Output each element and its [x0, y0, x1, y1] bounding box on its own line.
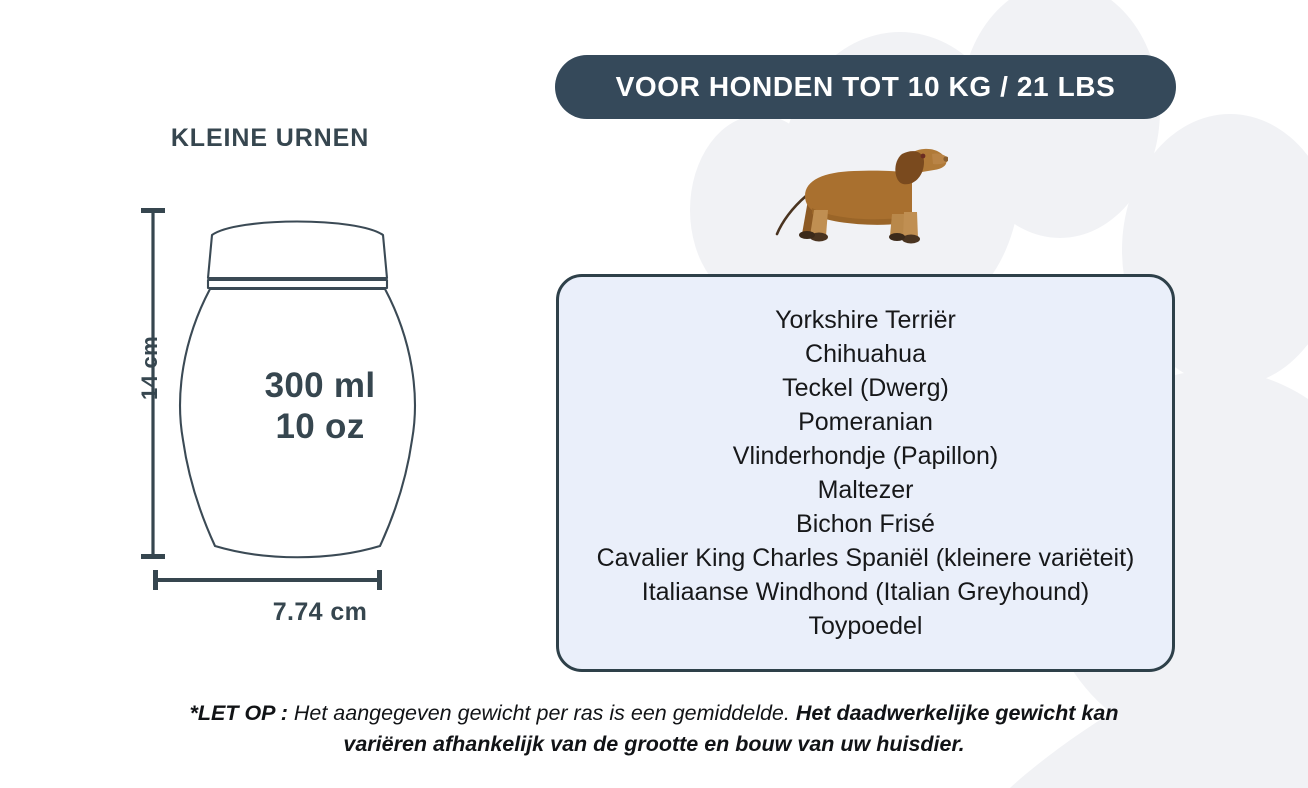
urn-volume-label: 300 ml 10 oz — [175, 366, 465, 448]
urn-volume-ml: 300 ml — [264, 366, 376, 405]
footnote: *LET OP : Het aangegeven gewicht per ras… — [154, 698, 1154, 759]
breed-list-item: Vlinderhondje (Papillon) — [732, 442, 999, 470]
dog-ear — [895, 151, 924, 185]
dachshund-icon — [775, 148, 948, 244]
breed-list-item: Maltezer — [817, 476, 914, 504]
breed-list-box: Yorkshire Terriër Chihuahua Teckel (Dwerg)… — [556, 274, 1175, 672]
dog-eye — [920, 153, 926, 159]
breed-list-item: Toypoedel — [808, 612, 923, 640]
urn-height-label: 14 cm — [137, 336, 162, 400]
urn-body — [179, 287, 416, 559]
dog-front-leg-near — [903, 212, 918, 238]
breed-list-item: Italiaanse Windhond (Italian Greyhound) — [641, 578, 1090, 606]
urn-lid — [206, 220, 389, 280]
dog-paw-front-far — [889, 233, 905, 241]
footnote-middle: Het aangegeven gewicht per ras is een ge… — [287, 701, 796, 725]
urn-volume-oz: 10 oz — [275, 406, 365, 446]
dog-paw-front-near — [902, 234, 920, 244]
breed-list: Yorkshire Terriër Chihuahua Teckel (Dwerg)… — [559, 303, 1172, 643]
urn-lid-rim — [206, 278, 389, 290]
weight-range-banner: VOOR HONDEN TOT 10 KG / 21 LBS — [555, 55, 1176, 119]
breed-list-item: Cavalier King Charles Spaniël (kleinere … — [596, 544, 1135, 572]
urn-width-label: 7.74 cm — [272, 598, 368, 626]
urn-panel: KLEINE URNEN 14 cm 300 ml 10 oz 7.74 cm — [0, 0, 540, 700]
footnote-lead: *LET OP : — [189, 701, 288, 725]
height-dimension-line — [141, 208, 165, 559]
weight-range-banner-text: VOOR HONDEN TOT 10 KG / 21 LBS — [615, 71, 1116, 102]
breed-list-item: Teckel (Dwerg) — [782, 374, 949, 402]
breed-list-item: Pomeranian — [798, 408, 933, 436]
dog-front-leg-far — [890, 214, 904, 236]
breed-list-item: Chihuahua — [805, 340, 926, 368]
urn-panel-title: KLEINE URNEN — [170, 124, 370, 152]
urn-drawing — [141, 208, 416, 590]
width-dimension-line — [153, 570, 382, 590]
paw-pad-blob-2 — [960, 0, 1160, 238]
dog-paw-hind-far — [799, 231, 815, 239]
breed-list-item: Bichon Frisé — [796, 510, 935, 538]
breed-list-item: Yorkshire Terriër — [775, 306, 956, 334]
dog-tail — [775, 194, 808, 236]
